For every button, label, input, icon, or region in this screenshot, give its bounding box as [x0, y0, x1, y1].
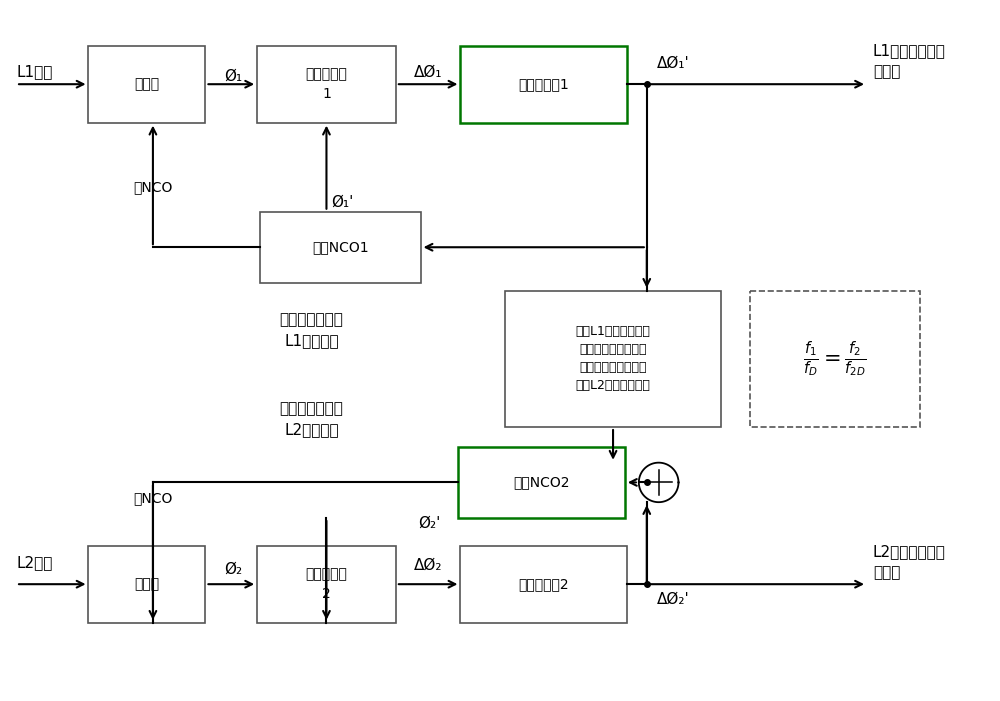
Text: 环路NCO2: 环路NCO2: [513, 475, 570, 489]
Text: $\frac{f_1}{f_D}=\frac{f_2}{f_{2D}}$: $\frac{f_1}{f_D}=\frac{f_2}{f_{2D}}$: [803, 339, 867, 379]
Bar: [460, 545, 627, 622]
Bar: [750, 291, 920, 427]
Text: ΔØ₁: ΔØ₁: [414, 65, 442, 80]
Text: ΔØ₁': ΔØ₁': [657, 56, 689, 71]
Bar: [88, 545, 205, 622]
Text: Ø₂': Ø₂': [419, 515, 441, 531]
Text: ΔØ₂: ΔØ₂: [414, 558, 442, 573]
Text: 码剥离: 码剥离: [134, 577, 160, 591]
Text: L1信号: L1信号: [16, 64, 52, 79]
Text: 环路中心频率为
L1载波频率: 环路中心频率为 L1载波频率: [280, 312, 344, 348]
Text: 码NCO: 码NCO: [133, 180, 173, 194]
Text: 码NCO: 码NCO: [133, 491, 173, 505]
Bar: [257, 46, 396, 123]
Text: Ø₂: Ø₂: [224, 562, 242, 577]
Text: L2信号: L2信号: [16, 555, 52, 570]
Text: 环路鉴相器
1: 环路鉴相器 1: [306, 67, 347, 101]
Text: 环路滤波器2: 环路滤波器2: [518, 577, 569, 591]
Text: 环路鉴相器
2: 环路鉴相器 2: [306, 567, 347, 601]
Text: 根据L1信号的多普勒
频率误差，按照多普
勒频率和频率的关系
预测L2的多普勒频差: 根据L1信号的多普勒 频率误差，按照多普 勒频率和频率的关系 预测L2的多普勒频…: [576, 325, 650, 393]
Bar: [505, 291, 721, 427]
Text: L1信号载波相位
输出值: L1信号载波相位 输出值: [873, 43, 946, 79]
Bar: [460, 46, 627, 123]
Bar: [88, 46, 205, 123]
Text: Ø₁: Ø₁: [224, 69, 242, 84]
Bar: [257, 545, 396, 622]
Text: ΔØ₂': ΔØ₂': [657, 592, 689, 606]
Text: 环路NCO1: 环路NCO1: [312, 240, 369, 254]
Bar: [260, 212, 421, 283]
Text: 环路中心频率为
L2载波频率: 环路中心频率为 L2载波频率: [280, 401, 344, 437]
Bar: [458, 447, 625, 518]
Text: 码剥离: 码剥离: [134, 77, 160, 91]
Text: L2信号载波相位
输出值: L2信号载波相位 输出值: [873, 545, 946, 580]
Text: 环路滤波器1: 环路滤波器1: [518, 77, 569, 91]
Text: Ø₁': Ø₁': [331, 194, 354, 210]
